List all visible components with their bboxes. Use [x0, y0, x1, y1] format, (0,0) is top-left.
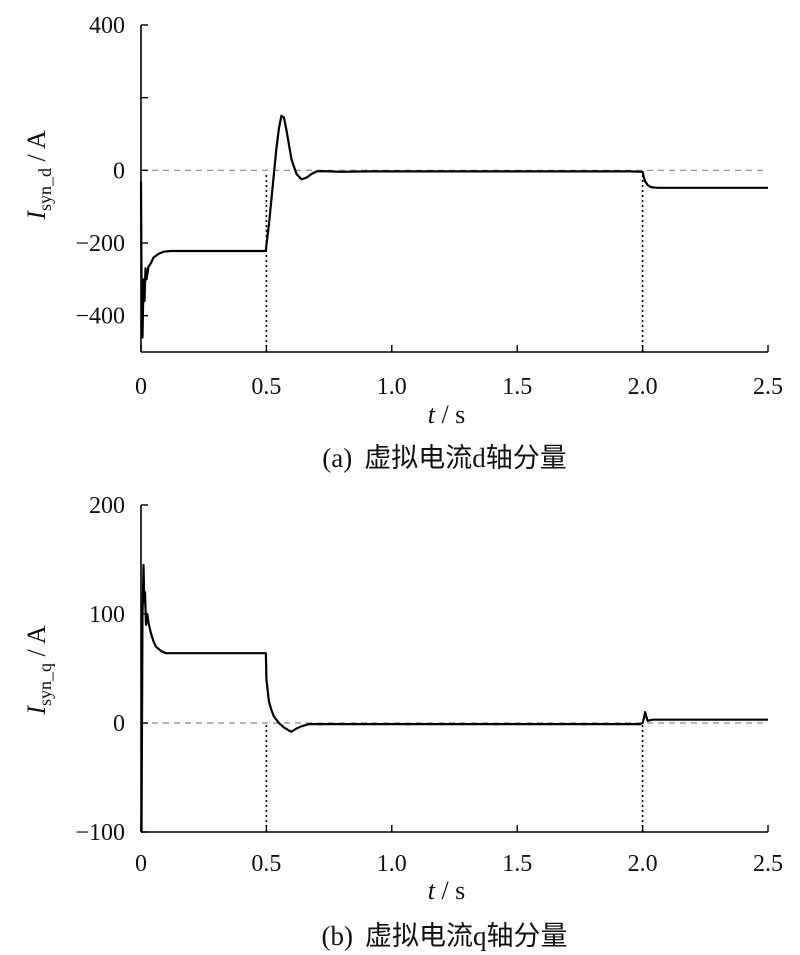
x-tick-label: 0.5	[251, 851, 281, 877]
panel-caption: (a) 虚拟电流d轴分量	[322, 443, 566, 473]
series-line	[139, 114, 768, 339]
panel-b-iq-chart: −100 0 100 200 0 0.5 1.0 1.5 2.0 2.5 t / s Isyn_q /…	[22, 493, 783, 951]
y-axis-label: Isyn_q / A	[22, 625, 55, 715]
y-tick-label: 0	[113, 711, 125, 737]
x-tick-label: 2.0	[628, 374, 658, 400]
x-axis-variable: t	[428, 876, 436, 905]
y-tick-label: 400	[89, 13, 125, 39]
panel-caption-text: 虚拟电流d轴分量	[364, 443, 567, 473]
x-tick-label: 0	[135, 374, 147, 400]
x-tick-label: 2.5	[753, 851, 783, 877]
y-axis-unit: / A	[22, 625, 51, 663]
y-tick-label: −100	[75, 820, 125, 846]
panel-caption-text: 虚拟电流q轴分量	[365, 921, 568, 951]
x-tick-label: 2.0	[628, 851, 658, 877]
panel-label: (a)	[322, 443, 352, 473]
x-axis-label: t / s	[428, 400, 466, 429]
y-axis-label: Isyn_d / A	[22, 130, 55, 220]
x-axis-unit: / s	[435, 400, 465, 429]
panel-a-id-chart: −400 −200 0 400 0 0.5 1.0 1.5 2.0 2.5 t / s Isyn_d …	[22, 13, 783, 473]
x-tick-label: 1.0	[377, 851, 407, 877]
y-tick-label: −200	[75, 231, 125, 257]
x-axis-variable: t	[428, 400, 436, 429]
y-tick-label: 100	[89, 602, 125, 628]
y-axis-symbol: I	[22, 705, 51, 716]
y-tick-label: −400	[75, 304, 125, 330]
y-axis-subscript: syn_q	[35, 663, 55, 706]
panel-label: (b)	[322, 921, 353, 951]
y-tick-label: 200	[89, 493, 125, 519]
x-tick-label: 1.0	[377, 374, 407, 400]
y-axis-unit: / A	[22, 130, 51, 168]
y-tick-label: 0	[113, 158, 125, 184]
x-tick-label: 0.5	[251, 374, 281, 400]
x-tick-label: 2.5	[753, 374, 783, 400]
panel-caption: (b) 虚拟电流q轴分量	[322, 921, 568, 951]
x-tick-label: 1.5	[502, 851, 532, 877]
x-axis-unit: / s	[435, 876, 465, 905]
y-axis-subscript: syn_d	[35, 168, 55, 211]
series-line	[140, 563, 768, 834]
x-axis-label: t / s	[428, 876, 466, 905]
x-tick-label: 0	[135, 851, 147, 877]
x-tick-label: 1.5	[502, 374, 532, 400]
y-axis-symbol: I	[22, 210, 51, 221]
